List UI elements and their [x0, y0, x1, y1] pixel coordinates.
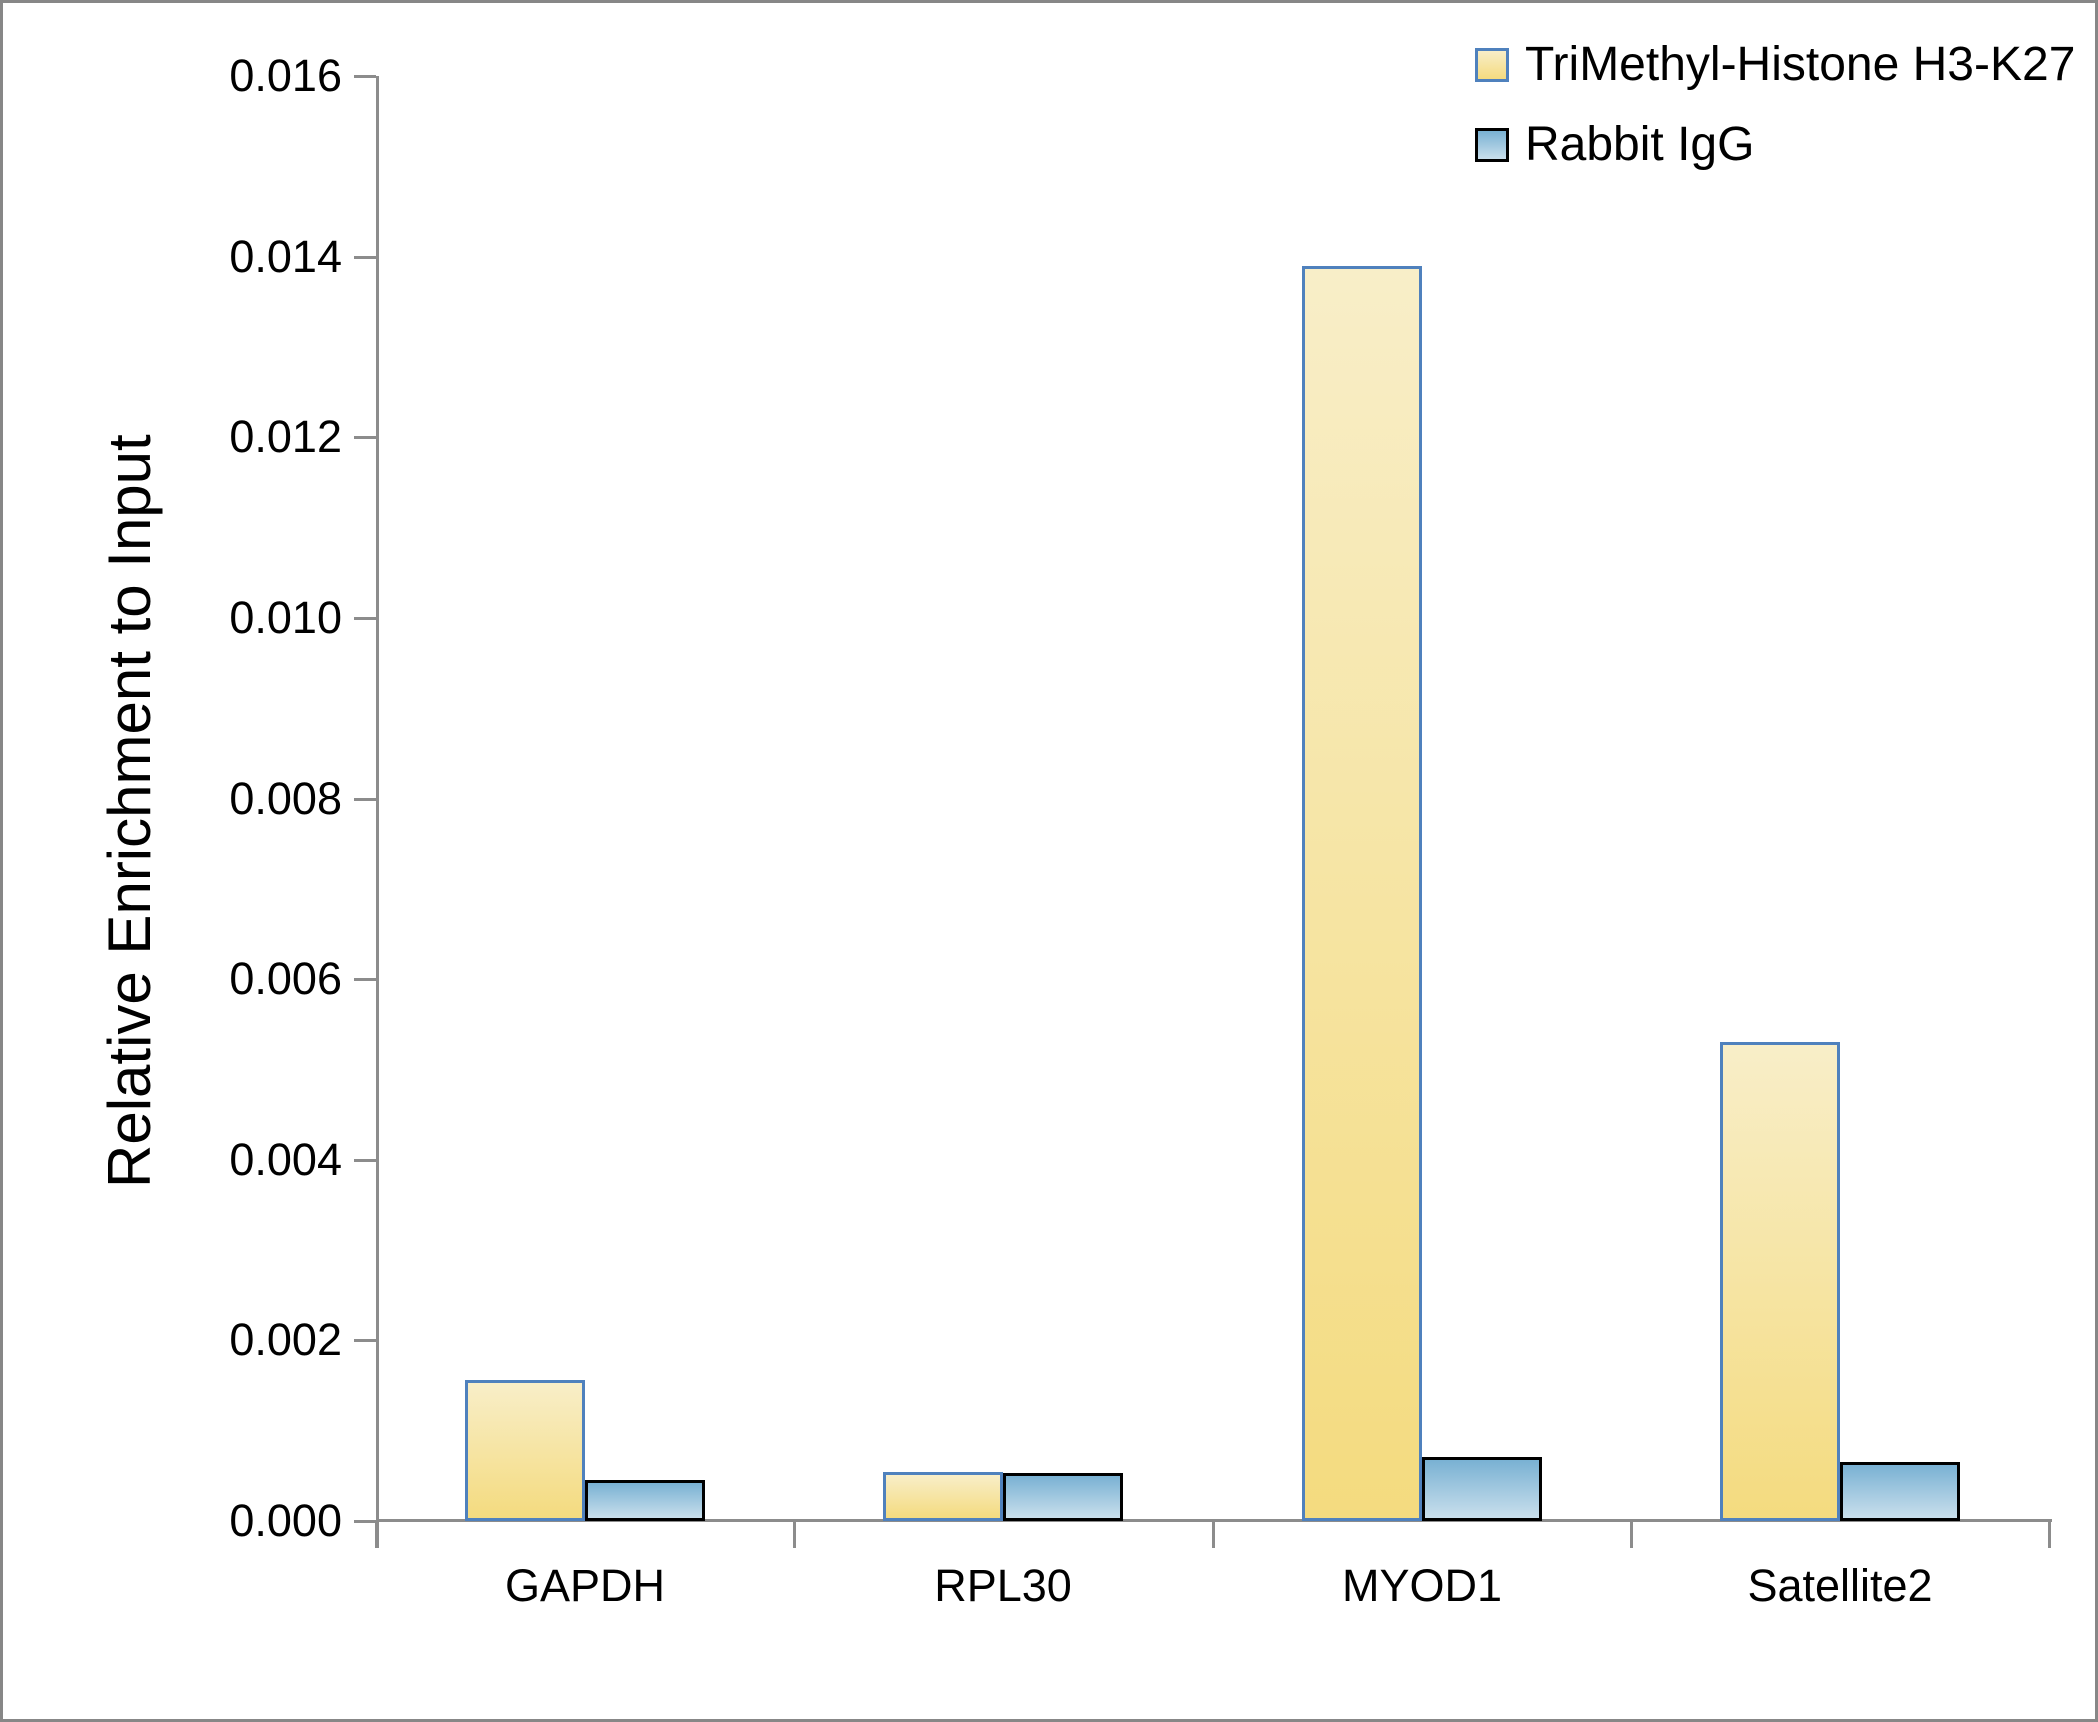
bar-trimethyl-histone-h3-k27-satellite2 [1720, 1042, 1840, 1521]
y-tick-label: 0.010 [229, 592, 342, 643]
legend-item-trimethyl-histone: TriMethyl-Histone H3-K27 [1475, 41, 2075, 89]
y-tick [354, 1159, 376, 1162]
y-tick [354, 436, 376, 439]
bar-rabbit-igg-rpl30 [1003, 1473, 1123, 1521]
y-tick-label: 0.016 [229, 50, 342, 101]
y-tick-label: 0.006 [229, 953, 342, 1004]
bar-trimethyl-histone-h3-k27-gapdh [465, 1380, 585, 1521]
x-tick [793, 1521, 796, 1548]
y-tick [354, 798, 376, 801]
x-tick [375, 1521, 378, 1548]
y-tick-label: 0.004 [229, 1134, 342, 1185]
legend-label-trimethyl-histone: TriMethyl-Histone H3-K27 [1525, 38, 2076, 91]
y-tick-label: 0.014 [229, 231, 342, 282]
y-tick-label: 0.002 [229, 1314, 342, 1365]
x-tick [2048, 1521, 2051, 1548]
y-tick-label: 0.008 [229, 773, 342, 824]
x-category-label-gapdh: GAPDH [504, 1560, 666, 1611]
bar-trimethyl-histone-h3-k27-rpl30 [883, 1472, 1003, 1521]
bar-trimethyl-histone-h3-k27-myod1 [1302, 266, 1422, 1521]
x-category-label-rpl30: RPL30 [934, 1560, 1072, 1611]
y-tick [354, 256, 376, 259]
x-category-label-satellite2: Satellite2 [1747, 1560, 1933, 1611]
y-tick [354, 1520, 376, 1523]
x-tick [1630, 1521, 1633, 1548]
x-category-label-myod1: MYOD1 [1341, 1560, 1503, 1611]
legend-swatch-rabbit-igg [1475, 128, 1509, 162]
y-tick [354, 75, 376, 78]
bar-rabbit-igg-satellite2 [1840, 1462, 1960, 1521]
y-axis-line [376, 76, 379, 1548]
x-tick [1212, 1521, 1215, 1548]
x-axis-line [376, 1519, 2052, 1522]
bar-rabbit-igg-gapdh [585, 1480, 705, 1521]
y-tick [354, 978, 376, 981]
y-tick-label: 0.000 [229, 1495, 342, 1546]
legend-item-rabbit-igg: Rabbit IgG [1475, 121, 1754, 169]
bar-rabbit-igg-myod1 [1422, 1457, 1542, 1521]
legend-swatch-trimethyl-histone [1475, 48, 1509, 82]
y-tick [354, 1339, 376, 1342]
legend-label-rabbit-igg: Rabbit IgG [1525, 118, 1755, 171]
y-tick-label: 0.012 [229, 411, 342, 462]
y-tick [354, 617, 376, 620]
